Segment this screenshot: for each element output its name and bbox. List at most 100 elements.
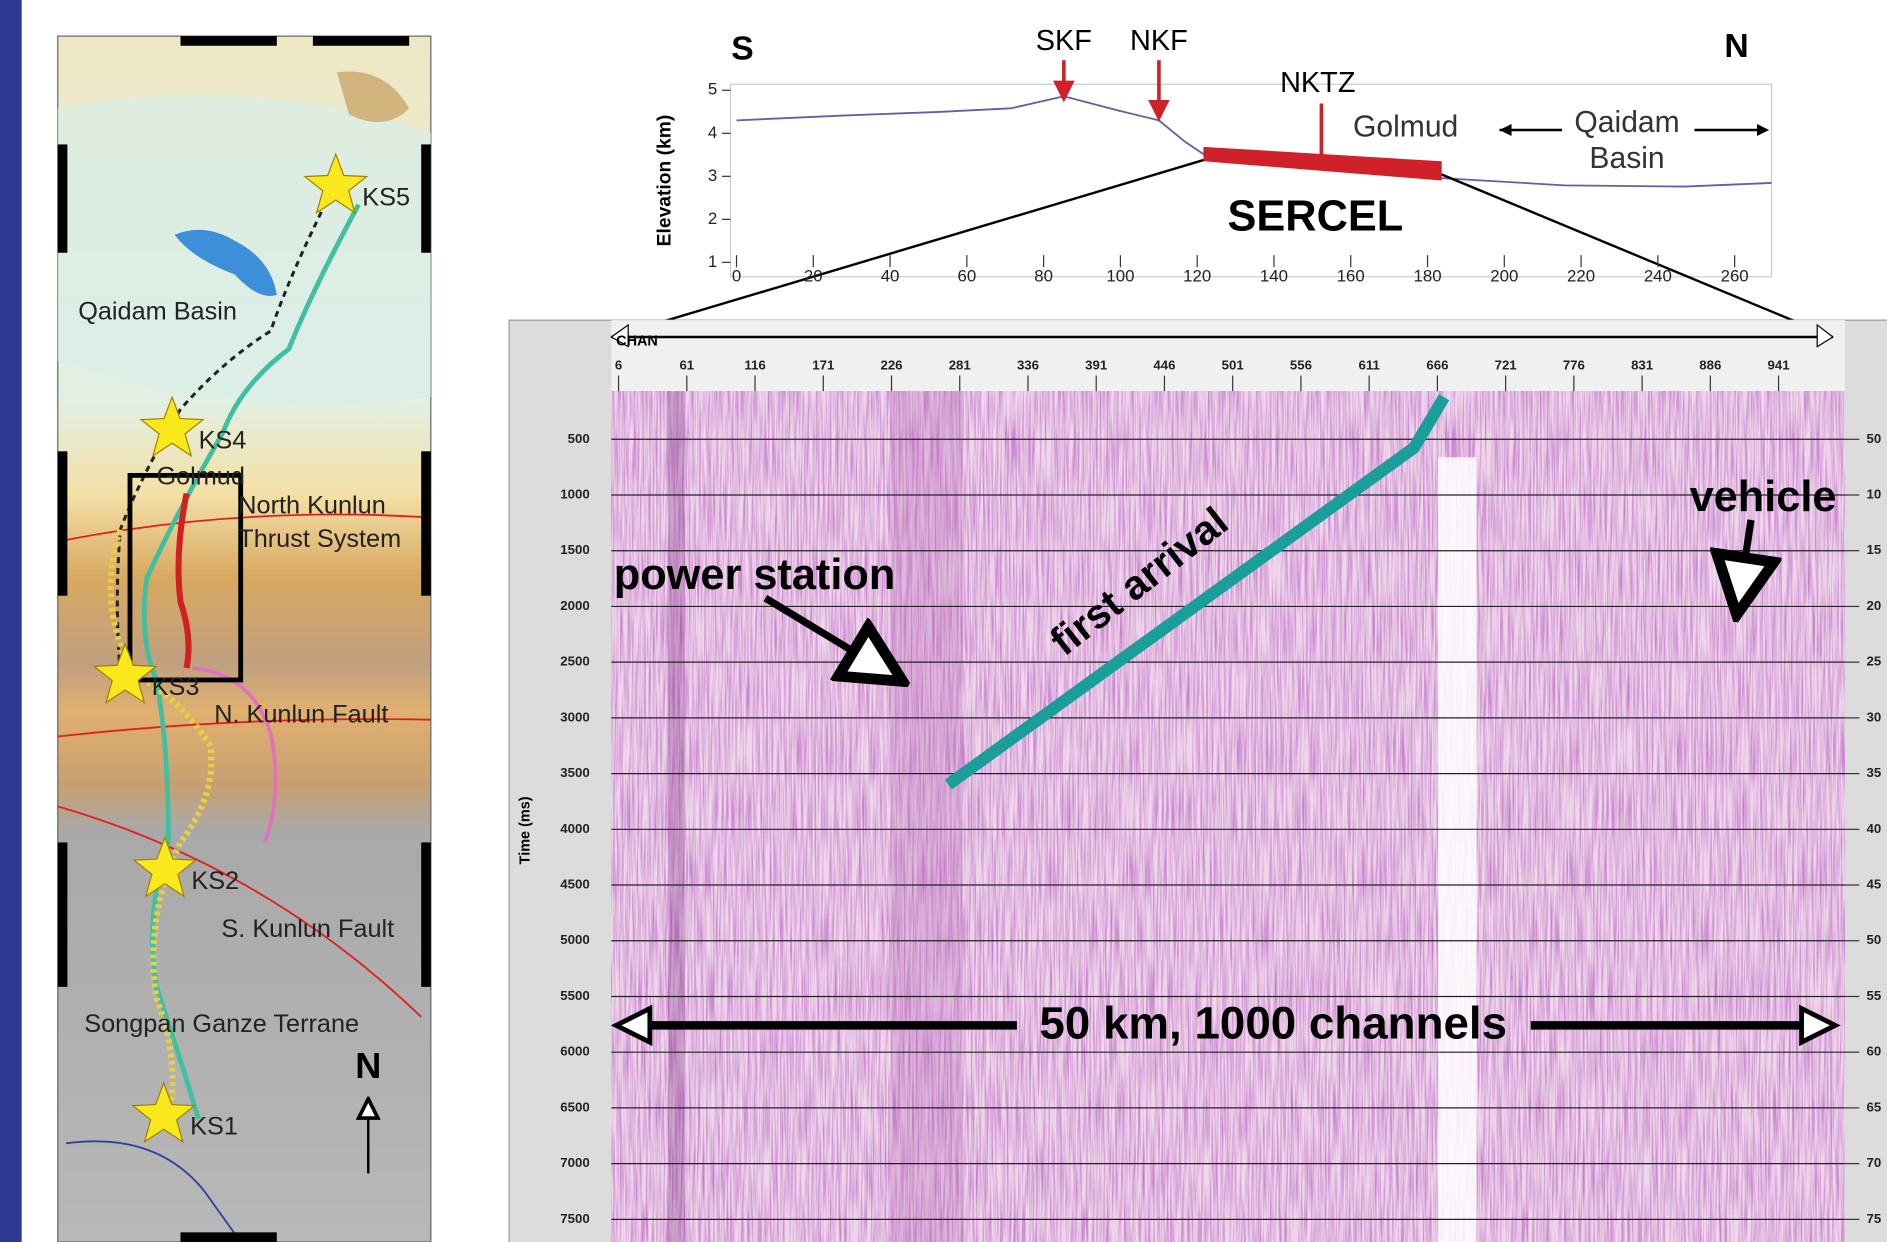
annotation: 50 km, 1000 channels bbox=[1039, 998, 1507, 1049]
frame-tick bbox=[58, 842, 68, 986]
right-tick-label: 20 bbox=[1867, 598, 1882, 613]
channel-tick-label: 226 bbox=[880, 357, 902, 372]
channel-tick-label: 556 bbox=[1290, 357, 1312, 372]
station-label: KS1 bbox=[190, 1112, 238, 1140]
y-tick-label: 4 bbox=[708, 123, 717, 142]
frame-tick bbox=[181, 36, 277, 46]
channel-tick-label: 611 bbox=[1358, 357, 1379, 372]
time-tick-label: 6500 bbox=[560, 1099, 589, 1114]
map-label: North Kunlun bbox=[238, 491, 385, 519]
right-tick-label: 30 bbox=[1867, 709, 1882, 724]
instrument-label: SERCEL bbox=[1228, 192, 1404, 240]
fault-label: NKF bbox=[1130, 25, 1188, 57]
time-tick-label: 6000 bbox=[560, 1044, 589, 1059]
frame-tick bbox=[421, 451, 431, 595]
annotation: vehicle bbox=[1690, 473, 1837, 521]
channel-tick-label: 171 bbox=[812, 357, 834, 372]
channel-tick-label: 336 bbox=[1017, 357, 1039, 372]
seismic-section: 6 61 116 171 226 281 336 391 446 501 556 611 666 721 7… bbox=[509, 320, 1887, 1242]
time-tick-label: 1000 bbox=[560, 486, 589, 501]
elevation-profile: S N SKF NKF NKTZ Golmud Qaidam Basin SER… bbox=[611, 25, 1832, 337]
frame-tick bbox=[58, 144, 68, 252]
channel-tick-label: 281 bbox=[949, 357, 971, 372]
time-tick-label: 7000 bbox=[560, 1155, 589, 1170]
map-label: Songpan Ganze Terrane bbox=[84, 1010, 359, 1038]
basin-label: Qaidam bbox=[1574, 106, 1679, 139]
channel-tick-label: 446 bbox=[1153, 357, 1175, 372]
x-tick-label: 40 bbox=[881, 266, 900, 285]
map-label: Qaidam Basin bbox=[78, 298, 237, 326]
right-tick-label: 35 bbox=[1867, 765, 1882, 780]
time-tick-label: 2500 bbox=[560, 654, 589, 669]
axis-title: Time (ms) bbox=[518, 796, 534, 864]
direction: N bbox=[1724, 28, 1748, 65]
seismic-noise bbox=[611, 391, 1845, 1242]
x-tick-label: 160 bbox=[1337, 266, 1365, 285]
station-label: KS3 bbox=[152, 673, 200, 701]
right-tick-label: 25 bbox=[1867, 654, 1882, 669]
channel-tick-label: 776 bbox=[1563, 357, 1585, 372]
right-tick-label: 45 bbox=[1867, 877, 1882, 892]
frame-tick bbox=[181, 1232, 277, 1242]
x-tick-label: 120 bbox=[1183, 266, 1211, 285]
x-tick-label: 60 bbox=[957, 266, 976, 285]
channel-tick-label: 61 bbox=[679, 357, 694, 372]
basin-label: Basin bbox=[1589, 142, 1664, 175]
town-label: Golmud bbox=[1353, 111, 1458, 144]
time-tick-label: 1500 bbox=[560, 542, 589, 557]
figure: KS5 KS4 KS3 KS2 KS1 Qaidam Basin Golmud Nort… bbox=[0, 0, 1887, 1242]
map-label: Golmud bbox=[156, 462, 244, 490]
right-tick-label: 40 bbox=[1867, 821, 1882, 836]
right-tick-label: 50 bbox=[1867, 932, 1882, 947]
x-tick-label: 240 bbox=[1644, 266, 1672, 285]
x-tick-label: 20 bbox=[804, 266, 823, 285]
map-label: S. Kunlun Fault bbox=[221, 915, 394, 943]
time-tick-label: 3000 bbox=[560, 709, 589, 724]
frame-tick bbox=[421, 842, 431, 986]
right-tick-label: 15 bbox=[1867, 542, 1882, 557]
channel-tick-label: 666 bbox=[1426, 357, 1448, 372]
channel-tick-label: 886 bbox=[1699, 357, 1721, 372]
channel-tick-label: 831 bbox=[1631, 357, 1653, 372]
axis-title: CHAN bbox=[616, 334, 658, 350]
x-tick-label: 80 bbox=[1034, 266, 1053, 285]
time-tick-label: 2000 bbox=[560, 598, 589, 613]
x-tick-label: 0 bbox=[732, 266, 741, 285]
x-tick-label: 220 bbox=[1567, 266, 1595, 285]
channel-tick-label: 116 bbox=[744, 357, 765, 372]
frame-tick bbox=[313, 36, 409, 46]
channel-tick-label: 391 bbox=[1085, 357, 1107, 372]
y-tick-label: 2 bbox=[708, 209, 717, 228]
channel-tick-label: 941 bbox=[1768, 357, 1790, 372]
right-tick-label: 70 bbox=[1867, 1155, 1882, 1170]
frame-tick bbox=[421, 144, 431, 252]
channel-tick-label: 6 bbox=[615, 357, 622, 372]
x-tick-label: 260 bbox=[1721, 266, 1749, 285]
x-tick-label: 200 bbox=[1490, 266, 1518, 285]
time-tick-label: 4000 bbox=[560, 821, 589, 836]
time-tick-label: 3500 bbox=[560, 765, 589, 780]
station-label: KS5 bbox=[362, 183, 410, 211]
time-tick-label: 7500 bbox=[560, 1211, 589, 1226]
right-tick-label: 10 bbox=[1867, 486, 1882, 501]
fault-label: SKF bbox=[1036, 25, 1092, 57]
y-tick-label: 3 bbox=[708, 166, 717, 185]
y-tick-label: 1 bbox=[708, 252, 717, 271]
fault-label: NKTZ bbox=[1280, 67, 1355, 99]
y-tick-label: 5 bbox=[708, 80, 717, 99]
station-label: KS4 bbox=[199, 426, 247, 454]
right-tick-label: 50 bbox=[1867, 431, 1882, 446]
shadow-zone bbox=[1438, 457, 1477, 1242]
x-tick-label: 180 bbox=[1413, 266, 1441, 285]
time-tick-label: 5000 bbox=[560, 932, 589, 947]
noise-band bbox=[891, 391, 963, 1242]
station-label: KS2 bbox=[191, 867, 239, 895]
time-tick-label: 5500 bbox=[560, 988, 589, 1003]
channel-tick-label: 501 bbox=[1222, 357, 1244, 372]
right-tick-label: 65 bbox=[1867, 1099, 1882, 1114]
annotation: power station bbox=[614, 551, 896, 599]
channel-tick-label: 721 bbox=[1495, 357, 1517, 372]
x-tick-label: 100 bbox=[1106, 266, 1134, 285]
time-tick-label: 500 bbox=[568, 431, 590, 446]
axis-title: Elevation (km) bbox=[655, 115, 676, 247]
